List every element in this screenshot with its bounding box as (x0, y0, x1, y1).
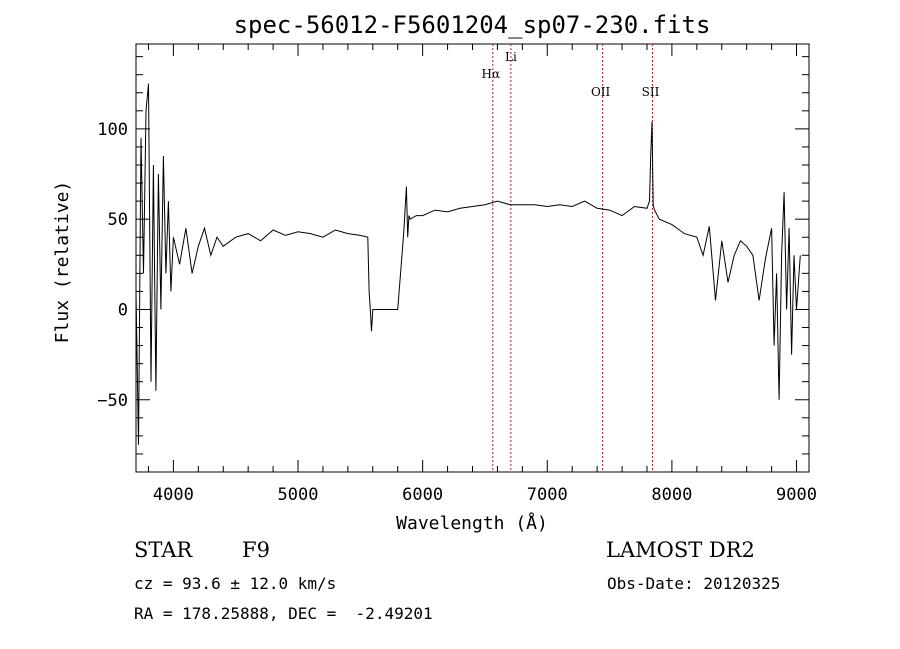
y-axis-label: Flux (relative) (52, 181, 73, 344)
x-axis-label: Wavelength (Å) (396, 512, 548, 534)
x-tick-label: 4000 (153, 485, 194, 505)
x-tick-label: 5000 (278, 485, 319, 505)
x-tick-label: 6000 (402, 485, 443, 505)
x-tick-label: 7000 (527, 485, 568, 505)
x-tick-label: 9000 (776, 485, 817, 505)
object-class: STAR (134, 538, 193, 562)
spectral-line-label: Li (505, 50, 517, 64)
y-tick-label: 0 (118, 300, 128, 320)
coordinates-text: RA = 178.25888, DEC = -2.49201 (134, 604, 433, 623)
spectral-line-label: SII (642, 85, 660, 99)
y-tick-label: 100 (97, 120, 128, 140)
obs-date-text: Obs-Date: 20120325 (607, 574, 781, 593)
x-tick-label: 8000 (651, 485, 692, 505)
survey-name: LAMOST DR2 (606, 538, 755, 562)
y-tick-label: −50 (97, 391, 128, 411)
spectral-subclass: F9 (242, 538, 270, 562)
plot-area: 4000 5000 6000 7000 8000 9000 −50 0 50 100 Hα Li OII… (97, 43, 817, 505)
plot-frame (135, 43, 810, 473)
chart-title: spec-56012-F5601204_sp07-230.fits (234, 11, 711, 39)
spectrum-series-line (135, 83, 801, 445)
y-tick-label: 50 (108, 210, 128, 230)
spectral-line-label: Hα (482, 67, 501, 81)
redshift-text: cz = 93.6 ± 12.0 km/s (134, 574, 337, 593)
spectral-line-label: OII (591, 85, 611, 99)
